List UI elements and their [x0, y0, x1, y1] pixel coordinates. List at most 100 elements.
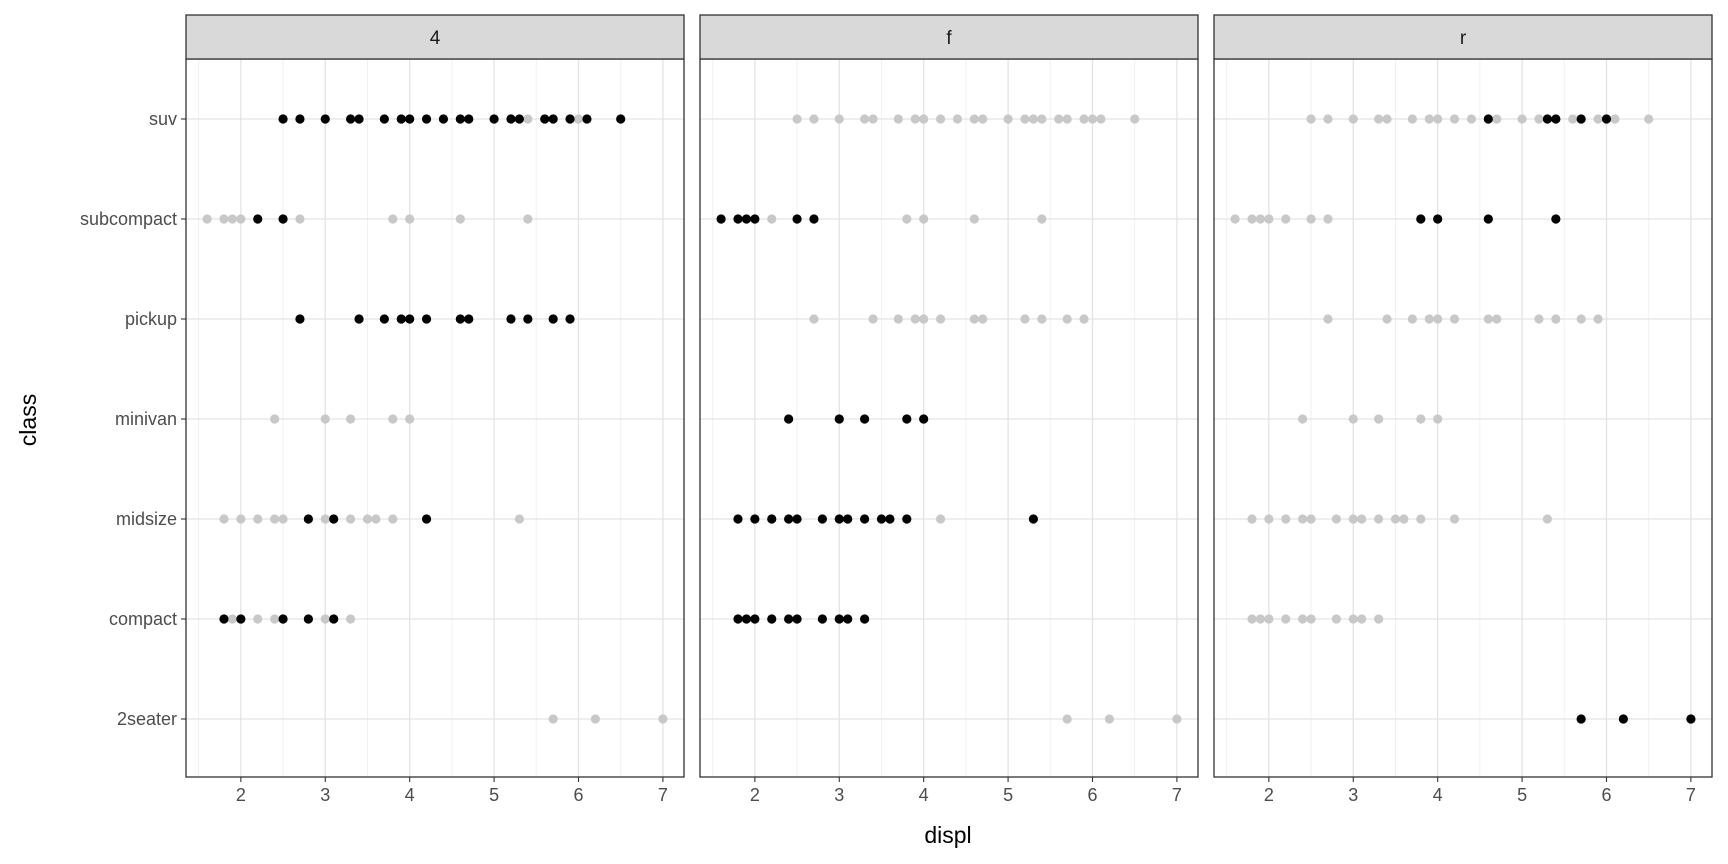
background-point [902, 214, 912, 224]
data-point-f-compact [741, 614, 752, 624]
data-point-4-midsize [329, 514, 339, 524]
data-point-4-pickup [464, 314, 474, 324]
data-point-r-suv [1576, 114, 1586, 124]
background-point [1449, 314, 1460, 324]
data-point-f-minivan [834, 414, 844, 424]
background-point [362, 514, 373, 524]
background-point [809, 314, 819, 324]
background-point [320, 414, 330, 424]
data-point-r-suv [1601, 114, 1612, 124]
background-point [1281, 214, 1291, 224]
data-point-4-pickup [506, 314, 516, 324]
data-point-f-compact [767, 614, 777, 624]
x-tick-label: 7 [1172, 785, 1182, 805]
x-tick-label: 2 [1264, 785, 1274, 805]
facet-strip [699, 14, 1199, 60]
data-point-f-midsize [902, 514, 912, 524]
background-point [270, 414, 280, 424]
panel-background [1214, 59, 1712, 777]
facet-strip-label-f: f [946, 28, 952, 49]
data-point-r-subcompact [1551, 214, 1561, 224]
data-point-f-midsize [885, 514, 895, 524]
x-tick-label: 5 [1003, 785, 1013, 805]
facet-panels: 4 f r [185, 14, 1713, 778]
data-point-4-suv [540, 114, 550, 124]
background-point [270, 514, 280, 524]
data-point-f-subcompact [741, 214, 752, 224]
data-point-4-suv [405, 114, 415, 124]
data-point-4-suv [514, 114, 525, 124]
background-point [1348, 414, 1358, 424]
data-point-4-suv [396, 114, 406, 124]
background-point [1264, 614, 1274, 624]
data-point-f-minivan [919, 414, 929, 424]
background-point [345, 614, 356, 624]
background-point [548, 714, 558, 724]
background-point [523, 214, 533, 224]
x-tick-label: 7 [1686, 785, 1696, 805]
background-point [1348, 514, 1358, 524]
background-point [1644, 114, 1654, 124]
background-point [1568, 114, 1578, 124]
background-point [388, 414, 398, 424]
facet-strip [185, 14, 685, 60]
background-point [1492, 114, 1502, 124]
background-point [523, 114, 533, 124]
background-point [1416, 414, 1426, 424]
background-point [573, 114, 584, 124]
background-point [227, 614, 238, 624]
data-point-f-minivan [859, 414, 870, 424]
data-point-4-suv [345, 114, 356, 124]
x-tick-label: 4 [405, 785, 415, 805]
data-point-4-suv [354, 114, 364, 124]
background-point [1079, 114, 1089, 124]
background-point [893, 114, 903, 124]
background-point [236, 214, 246, 224]
background-point [1433, 314, 1443, 324]
data-point-f-midsize [1028, 514, 1039, 524]
background-point [1399, 514, 1409, 524]
background-point [1054, 114, 1064, 124]
background-point [514, 514, 525, 524]
data-point-f-midsize [817, 514, 827, 524]
data-point-f-midsize [834, 514, 844, 524]
background-point [405, 414, 415, 424]
background-point [1104, 714, 1114, 724]
data-point-f-midsize [767, 514, 777, 524]
x-tick-label: 3 [320, 785, 330, 805]
background-point [1593, 314, 1603, 324]
background-point [919, 314, 929, 324]
background-point [1255, 614, 1266, 624]
background-point [1433, 114, 1443, 124]
background-point [1551, 314, 1561, 324]
data-point-4-subcompact [253, 214, 263, 224]
data-point-r-2seater [1686, 714, 1696, 724]
data-point-r-suv [1483, 114, 1493, 124]
data-point-4-suv [320, 114, 330, 124]
data-point-r-suv [1542, 114, 1553, 124]
background-point [278, 514, 288, 524]
background-point [1306, 514, 1316, 524]
background-point [834, 114, 844, 124]
background-point [919, 114, 929, 124]
data-point-4-suv [582, 114, 592, 124]
background-point [978, 114, 988, 124]
data-point-f-midsize [733, 514, 743, 524]
data-point-f-midsize [792, 514, 802, 524]
data-point-4-pickup [354, 314, 364, 324]
x-tick-label: 7 [658, 785, 668, 805]
data-point-4-suv [455, 114, 465, 124]
background-point [1576, 314, 1586, 324]
background-point [1492, 314, 1502, 324]
data-point-4-suv [489, 114, 499, 124]
background-point [969, 114, 979, 124]
data-point-4-midsize [303, 514, 313, 524]
background-point [910, 314, 920, 324]
background-point [253, 614, 263, 624]
background-point [1382, 114, 1392, 124]
data-point-r-subcompact [1433, 214, 1443, 224]
facet-panel-4: 4 [185, 14, 685, 778]
data-point-f-subcompact [792, 214, 802, 224]
background-point [1247, 214, 1257, 224]
